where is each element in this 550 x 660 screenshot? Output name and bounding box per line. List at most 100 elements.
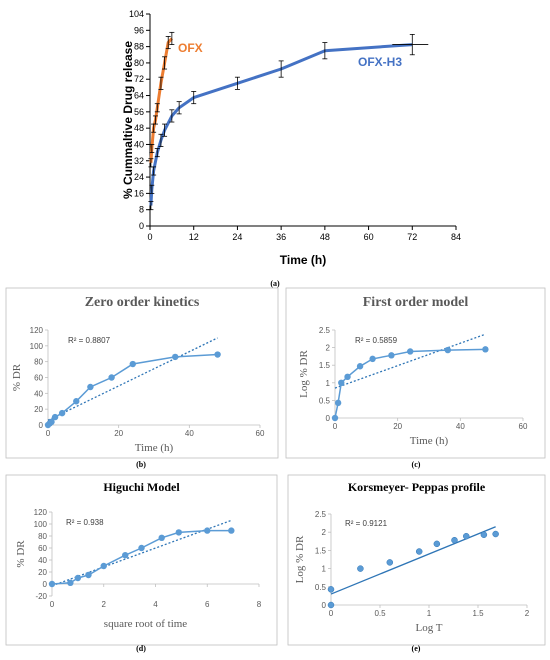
data-point: [444, 346, 451, 354]
x-tick-label: 0: [147, 232, 152, 242]
x-tick-label: 20: [114, 429, 123, 438]
y-tick-label: 24: [134, 172, 144, 182]
x-tick-label: 12: [189, 232, 199, 242]
y-tick-label: 40: [34, 389, 43, 398]
x-tick-label: 6: [205, 600, 210, 609]
data-point: [73, 398, 80, 405]
y-tick-label: 1.5: [315, 546, 327, 555]
panel-frame: [5, 287, 279, 459]
data-point: [327, 601, 335, 609]
r-squared-label: R² = 0.5859: [355, 336, 398, 345]
trendline: [47, 337, 218, 421]
data-point: [48, 418, 55, 426]
data-point: [87, 383, 94, 391]
data-point: [158, 534, 165, 541]
x-tick-label: 8: [257, 600, 262, 609]
y-tick-label: 2.5: [315, 510, 327, 519]
chart-b: Zero order kinetics 0 20 40 60 80 100 120 0 20 40 6…: [5, 287, 279, 469]
data-point: [85, 571, 92, 579]
x-axis-title: square root of time: [104, 618, 188, 630]
data-point: [344, 373, 351, 381]
series-label-ofx-h3: OFX-H3: [358, 55, 402, 69]
data-point: [129, 360, 136, 368]
x-tick-label: 4: [153, 600, 158, 609]
y-tick-label: 0: [39, 421, 44, 430]
caption-b: (b): [136, 460, 146, 469]
x-tick-label: 60: [519, 422, 528, 431]
chart-e: Korsmeyer- Peppas profile 0 0.5 1 1.5 2 2.5 0 0.…: [287, 474, 546, 653]
x-tick-label: 36: [276, 232, 286, 242]
y-tick-label: 100: [30, 342, 44, 351]
r-squared-label: R² = 0.8807: [68, 336, 111, 345]
x-tick-label: 2: [102, 600, 107, 609]
y-tick-label: 2: [326, 344, 331, 353]
data-point: [451, 536, 458, 544]
r-squared-label: R² = 0.9121: [345, 519, 388, 528]
r-squared-label: R² = 0.938: [66, 518, 104, 527]
x-tick-label: 60: [364, 232, 374, 242]
panel-frame: [287, 474, 546, 646]
x-tick-label: 72: [407, 232, 417, 242]
y-tick-label: 120: [34, 508, 48, 517]
y-tick-label: 1.5: [319, 361, 331, 370]
data-point: [386, 559, 394, 566]
y-tick-label: 16: [134, 188, 144, 198]
x-tick-label: 2: [525, 609, 530, 618]
data-point: [357, 565, 364, 572]
y-tick-label: 64: [134, 91, 144, 101]
y-tick-label: 2: [322, 528, 327, 537]
data-point: [214, 351, 221, 358]
data-point: [175, 529, 182, 536]
series-line: [334, 348, 486, 419]
caption-d: (d): [136, 644, 146, 653]
trendline: [334, 333, 486, 389]
x-tick-label: 48: [320, 232, 330, 242]
x-axis-title: Log T: [416, 622, 443, 634]
chart-a: 0 8 16 24 32 40 48 56 64 72 80 88 96 104 0 12 24 36 48 60 72…: [121, 9, 461, 288]
y-tick-label: 120: [30, 326, 44, 335]
x-tick-label: 60: [256, 429, 265, 438]
data-point: [100, 562, 107, 570]
y-tick-label: 8: [139, 205, 144, 215]
x-tick-label: 0: [333, 422, 338, 431]
data-point: [331, 414, 339, 422]
y-tick-label: 2.5: [319, 326, 331, 335]
y-axis-title: Log % DR: [298, 350, 310, 398]
x-tick-label: 1: [427, 609, 432, 618]
data-point: [462, 532, 470, 540]
data-point: [407, 348, 414, 355]
y-tick-label: 60: [34, 374, 43, 383]
data-point: [334, 399, 342, 407]
data-point: [492, 530, 499, 538]
panel-frame: [285, 287, 546, 459]
y-tick-label: 100: [34, 520, 48, 529]
panel-title: Korsmeyer- Peppas profile: [348, 480, 486, 494]
y-tick-label: 0: [139, 221, 144, 231]
data-point: [228, 527, 235, 534]
data-point: [58, 409, 66, 417]
data-point: [356, 363, 364, 370]
x-tick-label: 20: [393, 422, 402, 431]
data-point: [138, 544, 145, 552]
y-tick-label: 20: [38, 568, 47, 577]
panel-title: Zero order kinetics: [85, 295, 200, 310]
y-tick-label: 80: [134, 58, 144, 68]
x-tick-label: 84: [451, 232, 461, 242]
x-tick-label: 0: [46, 429, 51, 438]
y-tick-label: 1: [322, 565, 327, 574]
data-point: [327, 586, 335, 593]
x-tick-label: 1.5: [472, 609, 484, 618]
panel-title: Higuchi Model: [103, 480, 180, 494]
y-tick-label: 32: [134, 156, 144, 166]
x-tick-label: 40: [185, 429, 194, 438]
data-point: [204, 527, 211, 534]
y-tick-label: 40: [134, 139, 144, 149]
y-axis-title: Log % DR: [294, 535, 306, 583]
y-tick-label: 1: [326, 379, 331, 388]
x-tick-label: 0: [329, 609, 334, 618]
x-axis-title: Time (h): [280, 253, 326, 267]
data-point: [415, 548, 423, 555]
y-tick-label: 96: [134, 25, 144, 35]
